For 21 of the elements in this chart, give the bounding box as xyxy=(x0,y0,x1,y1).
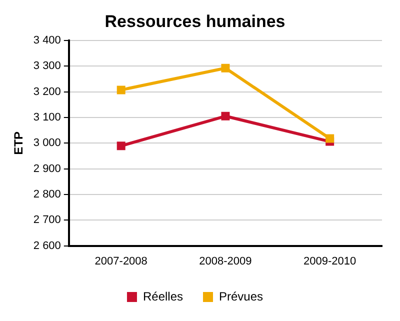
chart-title: Ressources humaines xyxy=(104,12,286,31)
y-tick-label: 3 100 xyxy=(33,111,61,124)
x-tick-label: 2007-2008 xyxy=(94,255,148,268)
point xyxy=(326,134,334,143)
y-tick-label: 2 900 xyxy=(33,162,61,175)
point xyxy=(116,86,126,94)
point xyxy=(221,112,230,120)
legend-label: Prévues xyxy=(219,289,264,304)
y-tick-label: 3 200 xyxy=(33,86,61,98)
point xyxy=(116,142,126,150)
y-tick-label: 3 400 xyxy=(33,34,61,46)
x-tick-label: 2009-2010 xyxy=(304,255,356,268)
point xyxy=(221,64,230,72)
y-tick-label: 3 300 xyxy=(33,60,61,72)
y-tick-label: 2 600 xyxy=(33,240,61,252)
y-tick-label: 3 000 xyxy=(33,137,61,150)
legend-label: Réelles xyxy=(142,289,184,304)
x-tick-label: 2008-2009 xyxy=(199,255,252,268)
y-axis-title: ETP xyxy=(12,131,26,155)
y-tick-label: 2 800 xyxy=(33,188,61,200)
y-tick-label: 2 700 xyxy=(33,214,61,226)
